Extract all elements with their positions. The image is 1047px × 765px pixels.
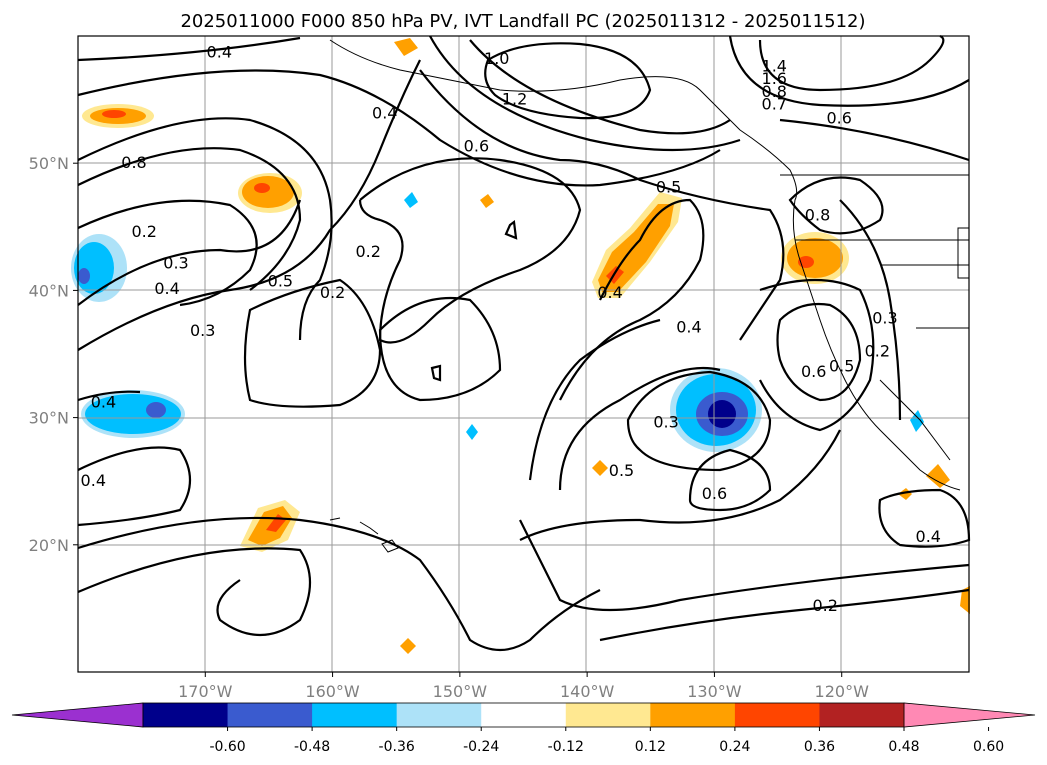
colorbar-bin bbox=[143, 703, 229, 727]
x-tick-label: 160°W bbox=[305, 682, 360, 701]
contour-label: 1.6 bbox=[762, 69, 787, 88]
colorbar-tick-label: 0.12 bbox=[635, 739, 666, 755]
contour-label: 0.4 bbox=[916, 527, 941, 546]
pv-filled-regions bbox=[71, 38, 970, 654]
contour-label: 1.0 bbox=[484, 49, 509, 68]
x-tick-label: 130°W bbox=[687, 682, 742, 701]
contour-label: 0.2 bbox=[320, 283, 345, 302]
contour-label: 0.3 bbox=[653, 413, 678, 432]
chart-title: 2025011000 F000 850 hPa PV, IVT Landfall… bbox=[180, 11, 865, 32]
contour-label: 0.4 bbox=[597, 283, 622, 302]
colorbar-tick-label: 0.60 bbox=[973, 739, 1004, 755]
colorbar-tick-label: 0.48 bbox=[888, 739, 919, 755]
colorbar-tick-label: -0.24 bbox=[463, 739, 499, 755]
pv-contours bbox=[77, 34, 971, 651]
contour-label: 0.4 bbox=[154, 279, 179, 298]
colorbar-bin bbox=[227, 703, 313, 727]
contour-label: 1.2 bbox=[502, 90, 527, 109]
colorbar-bin bbox=[565, 703, 651, 727]
x-tick-label: 170°W bbox=[178, 682, 233, 701]
contour-labels: 0.4 1.01.21.41.60.80.70.60.40.60.50.80.20… bbox=[81, 43, 941, 615]
colorbar-tick-label: 0.24 bbox=[719, 739, 750, 755]
contour-label: 0.2 bbox=[812, 596, 837, 615]
y-tick-label: 40°N bbox=[29, 281, 69, 300]
contour-label: 0.4 bbox=[81, 471, 106, 490]
colorbar-bin bbox=[481, 703, 567, 727]
gridlines bbox=[78, 36, 969, 672]
y-tick-label: 30°N bbox=[29, 409, 69, 428]
x-axis: 170°W 160°W 150°W 140°W 130°W 120°W bbox=[178, 672, 869, 701]
colorbar-tick-label: -0.36 bbox=[379, 739, 415, 755]
colorbar-bin bbox=[819, 703, 905, 727]
x-tick-label: 140°W bbox=[560, 682, 615, 701]
contour-label: 0.6 bbox=[464, 137, 489, 156]
contour-label: 0.3 bbox=[872, 308, 897, 327]
contour-label: 0.5 bbox=[609, 461, 634, 480]
contour-label: 0.5 bbox=[829, 357, 854, 376]
colorbar-frame bbox=[142, 702, 905, 728]
contour-label: 0.8 bbox=[121, 153, 146, 172]
colorbar-extend-min bbox=[11, 702, 144, 728]
colorbar-extend-max bbox=[903, 702, 1036, 728]
contour-label: 0.4 bbox=[207, 43, 232, 62]
contour-label: 0.2 bbox=[355, 242, 380, 261]
colorbar-tick-label: -0.48 bbox=[294, 739, 330, 755]
map-frame bbox=[77, 35, 970, 673]
contour-label: 0.6 bbox=[702, 484, 727, 503]
contour-label: 0.8 bbox=[762, 82, 787, 101]
contour-label: 0.4 bbox=[372, 104, 397, 123]
colorbar-tick-label: 0.36 bbox=[804, 739, 835, 755]
colorbar-tick-label: -0.12 bbox=[548, 739, 584, 755]
colorbar-bin bbox=[312, 703, 398, 727]
contour-label: 0.2 bbox=[865, 341, 890, 360]
contour-label: 0.4 bbox=[91, 392, 116, 411]
map-panel: 0.4 1.01.21.41.60.80.70.60.40.60.50.80.20… bbox=[71, 34, 971, 673]
colorbar-bin bbox=[396, 703, 482, 727]
coastline bbox=[329, 39, 970, 553]
contour-label: 1.4 bbox=[762, 57, 787, 76]
contour-label: 0.4 bbox=[676, 317, 701, 336]
contour-label: 0.6 bbox=[826, 109, 851, 128]
contour-label: 0.6 bbox=[801, 362, 826, 381]
colorbar-tick-label: -0.60 bbox=[209, 739, 245, 755]
colorbar: -0.60 -0.48 -0.36 -0.24 -0.12 0.12 0.24 0.36 0.4… bbox=[11, 702, 1036, 755]
contour-label: 0.7 bbox=[762, 95, 787, 114]
x-tick-label: 120°W bbox=[815, 682, 870, 701]
y-tick-label: 20°N bbox=[29, 536, 69, 555]
x-tick-label: 150°W bbox=[433, 682, 488, 701]
contour-label: 0.5 bbox=[268, 271, 293, 290]
colorbar-bin bbox=[650, 703, 736, 727]
contour-label: 0.2 bbox=[131, 222, 156, 241]
contour-label: 0.3 bbox=[190, 321, 215, 340]
colorbar-bin bbox=[734, 703, 820, 727]
contour-label: 0.5 bbox=[656, 177, 681, 196]
y-tick-label: 50°N bbox=[29, 154, 69, 173]
y-axis: 20°N 30°N 40°N 50°N bbox=[29, 154, 78, 555]
contour-label: 0.3 bbox=[163, 254, 188, 273]
contour-label: 0.8 bbox=[805, 205, 830, 224]
